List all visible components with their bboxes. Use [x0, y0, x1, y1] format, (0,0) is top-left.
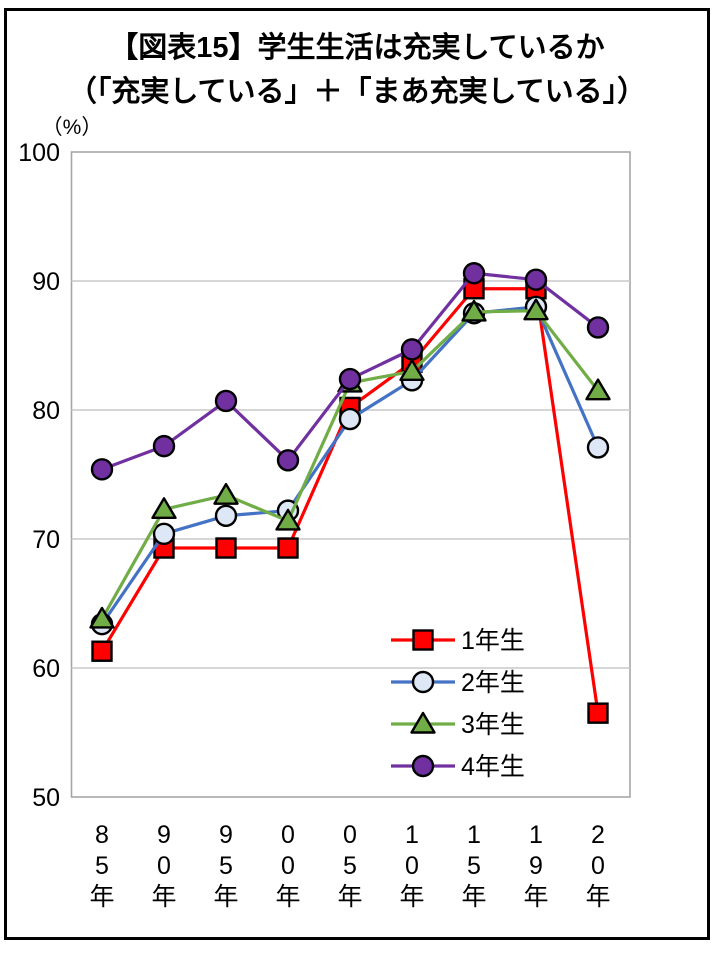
data-point-3年生-85年	[89, 606, 115, 629]
legend-item-grade-4: 4年生	[391, 753, 525, 781]
x-axis-tick-labels: 8 5 年 9 0 年 9 5 年 0 0 年 0 5 年 1 0 年 1 5 年 1 9 年 2 0 年	[89, 821, 610, 911]
data-point-2年生-90年	[152, 522, 176, 546]
data-point-2年生-95年	[214, 504, 238, 527]
data-point-2年生-20年	[586, 436, 610, 459]
y-tick-label-80: 80	[32, 397, 60, 425]
data-point-4年生-10年	[400, 338, 424, 361]
legend-label-3年生: 3年生	[461, 711, 525, 739]
data-point-4年生-05年	[338, 367, 362, 391]
legend-label-1年生: 1年生	[461, 627, 525, 655]
data-point-3年生-20年	[585, 378, 611, 401]
data-point-3年生-00年	[275, 508, 301, 531]
y-tick-label-60: 60	[32, 655, 60, 683]
legend-item-grade-1: 1年生	[391, 627, 525, 655]
data-point-1年生-00年	[277, 537, 299, 559]
legend-marker-4年生	[411, 754, 435, 778]
data-point-3年生-19年	[523, 298, 549, 321]
legend: 1年生 2年生 3年生 4年生	[391, 627, 525, 781]
y-tick-label-50: 50	[32, 784, 60, 812]
legend-item-grade-2: 2年生	[391, 669, 525, 697]
chart-title-line1: 【図表15】学生生活は充実しているか	[109, 30, 604, 64]
data-point-3年生-90年	[151, 497, 177, 520]
legend-label-4年生: 4年生	[461, 753, 525, 781]
legend-item-grade-3: 3年生	[391, 711, 525, 739]
data-point-1年生-85年	[91, 640, 113, 662]
chart-outer-border	[4, 8, 710, 940]
legend-marker-2年生	[411, 670, 435, 694]
data-point-3年生-15年	[461, 299, 487, 322]
legend-label-2年生: 2年生	[461, 669, 525, 697]
data-point-4年生-15年	[462, 262, 486, 285]
legend-marker-3年生	[410, 711, 436, 734]
series-grade-4	[90, 262, 610, 481]
data-series	[89, 262, 611, 724]
plot-frame	[70, 151, 631, 798]
data-point-1年生-20年	[587, 702, 609, 724]
legend-marker-1年生	[412, 629, 434, 651]
plot-area	[70, 151, 631, 798]
y-tick-label-70: 70	[32, 526, 60, 554]
data-point-3年生-95年	[213, 482, 239, 505]
data-point-4年生-95年	[214, 389, 238, 413]
data-point-4年生-20年	[586, 316, 610, 339]
data-point-3年生-10年	[399, 359, 425, 381]
y-tick-label-90: 90	[32, 268, 60, 296]
data-point-4年生-19年	[524, 268, 548, 291]
data-point-4年生-90年	[152, 434, 176, 458]
y-tick-label-100: 100	[18, 139, 60, 167]
data-point-4年生-85年	[90, 458, 114, 481]
data-point-2年生-05年	[338, 407, 362, 431]
y-axis-unit-label: （%）	[42, 116, 103, 139]
data-point-1年生-95年	[215, 537, 237, 559]
data-point-4年生-00年	[276, 449, 300, 472]
chart-title-line2: （「充実している」＋「まあ充実している」）	[68, 75, 646, 108]
y-axis-tick-labels: 100 90 80 70 60 50	[18, 139, 60, 812]
